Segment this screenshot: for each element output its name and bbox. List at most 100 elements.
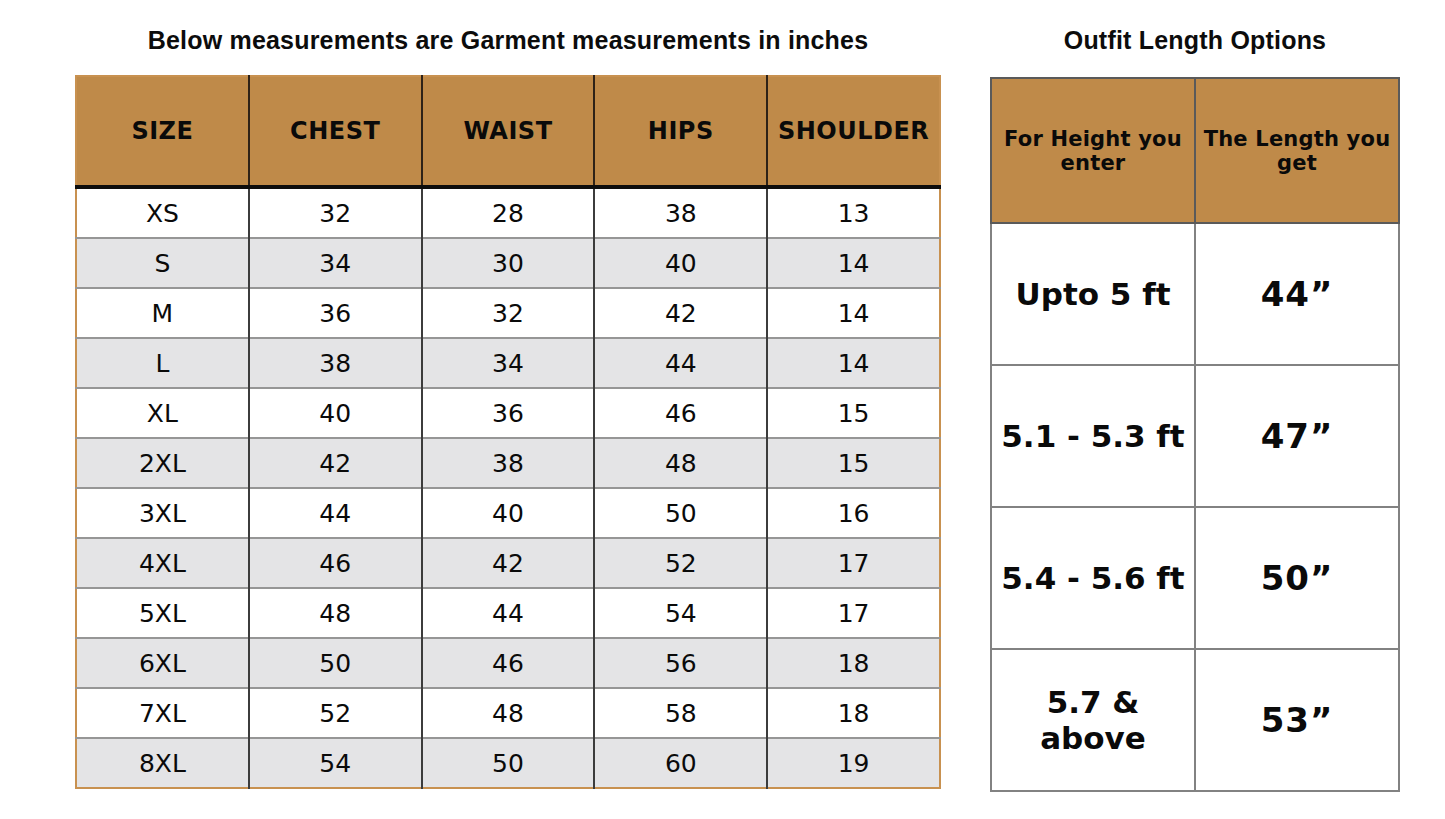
table-row: 6XL 50 46 56 18 bbox=[76, 638, 940, 688]
column-header-chest: CHEST bbox=[249, 76, 422, 187]
chest-cell: 34 bbox=[249, 238, 422, 288]
outfit-length-table: For Height you enter The Length you get … bbox=[990, 77, 1400, 792]
height-range-cell: 5.1 - 5.3 ft bbox=[991, 365, 1195, 507]
table-row: 2XL 42 38 48 15 bbox=[76, 438, 940, 488]
shoulder-cell: 15 bbox=[767, 438, 940, 488]
chest-cell: 32 bbox=[249, 187, 422, 238]
chest-cell: 40 bbox=[249, 388, 422, 438]
size-cell: 3XL bbox=[76, 488, 249, 538]
hips-cell: 58 bbox=[594, 688, 767, 738]
shoulder-cell: 14 bbox=[767, 338, 940, 388]
length-value-cell: 47” bbox=[1195, 365, 1399, 507]
size-table-header: SIZE CHEST WAIST HIPS SHOULDER bbox=[76, 76, 940, 187]
shoulder-cell: 19 bbox=[767, 738, 940, 788]
size-cell: XL bbox=[76, 388, 249, 438]
chest-cell: 36 bbox=[249, 288, 422, 338]
size-table-title: Below measurements are Garment measureme… bbox=[75, 26, 941, 55]
table-row: 5XL 48 44 54 17 bbox=[76, 588, 940, 638]
size-cell: 4XL bbox=[76, 538, 249, 588]
waist-cell: 30 bbox=[422, 238, 595, 288]
length-value-cell: 50” bbox=[1195, 507, 1399, 649]
length-table-body: Upto 5 ft 44” 5.1 - 5.3 ft 47” 5.4 - 5.6… bbox=[991, 223, 1399, 791]
shoulder-cell: 14 bbox=[767, 238, 940, 288]
hips-cell: 48 bbox=[594, 438, 767, 488]
size-cell: 8XL bbox=[76, 738, 249, 788]
waist-cell: 38 bbox=[422, 438, 595, 488]
size-table-header-row: SIZE CHEST WAIST HIPS SHOULDER bbox=[76, 76, 940, 187]
hips-cell: 54 bbox=[594, 588, 767, 638]
shoulder-cell: 16 bbox=[767, 488, 940, 538]
size-cell: 6XL bbox=[76, 638, 249, 688]
size-cell: L bbox=[76, 338, 249, 388]
waist-cell: 44 bbox=[422, 588, 595, 638]
table-row: 3XL 44 40 50 16 bbox=[76, 488, 940, 538]
table-row: XL 40 36 46 15 bbox=[76, 388, 940, 438]
shoulder-cell: 15 bbox=[767, 388, 940, 438]
chest-cell: 54 bbox=[249, 738, 422, 788]
table-row: 4XL 46 42 52 17 bbox=[76, 538, 940, 588]
size-cell: 2XL bbox=[76, 438, 249, 488]
chest-cell: 52 bbox=[249, 688, 422, 738]
waist-cell: 28 bbox=[422, 187, 595, 238]
length-value-cell: 44” bbox=[1195, 223, 1399, 365]
column-header-length: The Length you get bbox=[1195, 78, 1399, 223]
table-row: 5.4 - 5.6 ft 50” bbox=[991, 507, 1399, 649]
shoulder-cell: 17 bbox=[767, 588, 940, 638]
waist-cell: 46 bbox=[422, 638, 595, 688]
hips-cell: 50 bbox=[594, 488, 767, 538]
hips-cell: 44 bbox=[594, 338, 767, 388]
chest-cell: 44 bbox=[249, 488, 422, 538]
column-header-size: SIZE bbox=[76, 76, 249, 187]
size-cell: 5XL bbox=[76, 588, 249, 638]
hips-cell: 52 bbox=[594, 538, 767, 588]
column-header-height: For Height you enter bbox=[991, 78, 1195, 223]
size-cell: S bbox=[76, 238, 249, 288]
shoulder-cell: 14 bbox=[767, 288, 940, 338]
waist-cell: 34 bbox=[422, 338, 595, 388]
height-range-cell: 5.4 - 5.6 ft bbox=[991, 507, 1195, 649]
waist-cell: 32 bbox=[422, 288, 595, 338]
waist-cell: 42 bbox=[422, 538, 595, 588]
shoulder-cell: 13 bbox=[767, 187, 940, 238]
column-header-waist: WAIST bbox=[422, 76, 595, 187]
waist-cell: 48 bbox=[422, 688, 595, 738]
chest-cell: 42 bbox=[249, 438, 422, 488]
size-cell: 7XL bbox=[76, 688, 249, 738]
length-value-cell: 53” bbox=[1195, 649, 1399, 791]
table-row: 5.1 - 5.3 ft 47” bbox=[991, 365, 1399, 507]
size-cell: M bbox=[76, 288, 249, 338]
table-row: L 38 34 44 14 bbox=[76, 338, 940, 388]
table-row: XS 32 28 38 13 bbox=[76, 187, 940, 238]
column-header-shoulder: SHOULDER bbox=[767, 76, 940, 187]
shoulder-cell: 17 bbox=[767, 538, 940, 588]
height-range-cell: Upto 5 ft bbox=[991, 223, 1195, 365]
garment-size-table: SIZE CHEST WAIST HIPS SHOULDER XS 32 28 … bbox=[75, 75, 941, 789]
table-row: 7XL 52 48 58 18 bbox=[76, 688, 940, 738]
hips-cell: 56 bbox=[594, 638, 767, 688]
length-table-title: Outfit Length Options bbox=[990, 26, 1400, 55]
length-table-header: For Height you enter The Length you get bbox=[991, 78, 1399, 223]
hips-cell: 46 bbox=[594, 388, 767, 438]
hips-cell: 60 bbox=[594, 738, 767, 788]
hips-cell: 42 bbox=[594, 288, 767, 338]
table-row: 5.7 & above 53” bbox=[991, 649, 1399, 791]
height-range-cell: 5.7 & above bbox=[991, 649, 1195, 791]
waist-cell: 50 bbox=[422, 738, 595, 788]
chest-cell: 46 bbox=[249, 538, 422, 588]
column-header-hips: HIPS bbox=[594, 76, 767, 187]
hips-cell: 40 bbox=[594, 238, 767, 288]
shoulder-cell: 18 bbox=[767, 638, 940, 688]
table-row: Upto 5 ft 44” bbox=[991, 223, 1399, 365]
size-table-body: XS 32 28 38 13 S 34 30 40 14 M 36 32 42 … bbox=[76, 187, 940, 788]
table-row: M 36 32 42 14 bbox=[76, 288, 940, 338]
hips-cell: 38 bbox=[594, 187, 767, 238]
chest-cell: 50 bbox=[249, 638, 422, 688]
chest-cell: 38 bbox=[249, 338, 422, 388]
table-row: 8XL 54 50 60 19 bbox=[76, 738, 940, 788]
chest-cell: 48 bbox=[249, 588, 422, 638]
table-row: S 34 30 40 14 bbox=[76, 238, 940, 288]
size-cell: XS bbox=[76, 187, 249, 238]
waist-cell: 40 bbox=[422, 488, 595, 538]
waist-cell: 36 bbox=[422, 388, 595, 438]
length-table-header-row: For Height you enter The Length you get bbox=[991, 78, 1399, 223]
